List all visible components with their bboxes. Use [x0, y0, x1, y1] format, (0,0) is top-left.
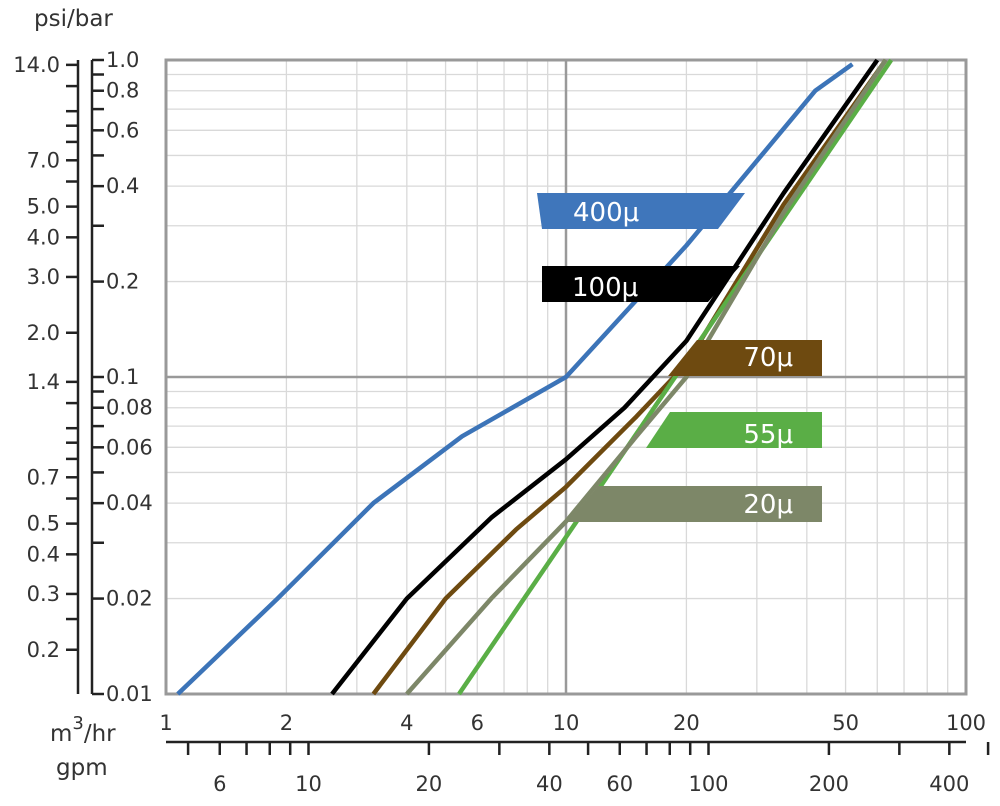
y-bar-tick-label: 0.4	[106, 174, 139, 198]
y-psi-tick-label: 0.4	[27, 542, 60, 566]
series-label-tag-3	[646, 412, 822, 448]
x-gpm-tick-label: 20	[416, 772, 443, 796]
y-psi-tick-label: 14.0	[13, 53, 60, 77]
x-m3hr-tick-label: 10	[553, 711, 580, 735]
series-label-tag-0	[537, 193, 745, 229]
y-bar-tick-label: 0.2	[106, 270, 139, 294]
x-m3hr-tick-label: 1	[159, 711, 172, 735]
series-label-text-4: 20μ	[743, 490, 793, 520]
x-m3hr-tick-label: 50	[832, 711, 859, 735]
y-psi-tick-label: 7.0	[27, 148, 60, 172]
y-psi-tick-label: 0.7	[27, 465, 60, 489]
y-psi-tick-label: 0.5	[27, 512, 60, 536]
series-line-3	[457, 58, 894, 696]
series-label-tag-2	[668, 340, 822, 376]
series-label-text-2: 70μ	[743, 343, 793, 373]
y-bar-tick-label: 0.01	[106, 682, 153, 706]
series-line-2	[371, 58, 888, 696]
x-axis-gpm-label: gpm	[56, 755, 108, 781]
y-psi-tick-label: 2.0	[27, 321, 60, 345]
series-lines	[176, 58, 894, 696]
x-gpm-tick-label: 60	[606, 772, 633, 796]
y-psi-tick-label: 0.3	[27, 582, 60, 606]
y-bar-tick-label: 0.08	[106, 396, 153, 420]
series-label-tag-1	[542, 266, 740, 302]
y-bar-tick-label: 0.1	[106, 365, 139, 389]
y-psi-tick-label: 5.0	[27, 195, 60, 219]
y-bar-tick-label: 0.04	[106, 491, 153, 515]
series-label-tag-4	[568, 486, 822, 522]
y-psi-tick-label: 3.0	[27, 265, 60, 289]
series-line-1	[330, 58, 880, 696]
y-axis-unit-label: psi/bar	[34, 6, 113, 32]
x-m3hr-tick-label: 20	[673, 711, 700, 735]
x-m3hr-tick-label: 6	[471, 711, 484, 735]
y-bar-tick-label: 0.02	[106, 587, 153, 611]
x-axis-m3hr-label: m3/hr	[50, 713, 116, 747]
x-gpm-tick-label: 400	[929, 772, 969, 796]
y-axes: 1.0 0.8 0.6 0.4 0.2 0.1 0.08 0.06 0.04 0.02 0.01 14…	[13, 48, 153, 706]
x-gpm-tick-label: 6	[213, 772, 226, 796]
y-bar-tick-label: 1.0	[106, 48, 139, 72]
x-m3hr-tick-label: 2	[280, 711, 293, 735]
y-psi-tick-label: 0.2	[27, 638, 60, 662]
series-label-text-3: 55μ	[743, 420, 793, 450]
y-psi-tick-label: 4.0	[27, 225, 60, 249]
y-bar-tick-label: 0.6	[106, 118, 139, 142]
x-m3hr-tick-label: 4	[400, 711, 413, 735]
x-gpm-tick-label: 100	[688, 772, 728, 796]
x-m3hr-tick-label: 100	[946, 711, 986, 735]
y-bar-tick-label: 0.06	[106, 435, 153, 459]
series-line-0	[176, 62, 854, 696]
series-line-4	[405, 58, 888, 696]
series-label-text-0: 400μ	[573, 198, 639, 228]
x-gpm-tick-label: 10	[295, 772, 322, 796]
y-bar-tick-label: 0.8	[106, 79, 139, 103]
series-label-text-1: 100μ	[572, 273, 638, 303]
y-psi-tick-label: 1.4	[27, 370, 60, 394]
series-labels: 400μ 100μ 70μ 55μ 20μ	[537, 193, 822, 522]
x-gpm-tick-label: 40	[536, 772, 563, 796]
x-gpm-tick-label: 200	[809, 772, 849, 796]
x-axes: 1 2 4 6 10 20 50 100 6 10 20 40 60 100 200 400	[159, 711, 990, 796]
plot-frame	[164, 58, 968, 696]
